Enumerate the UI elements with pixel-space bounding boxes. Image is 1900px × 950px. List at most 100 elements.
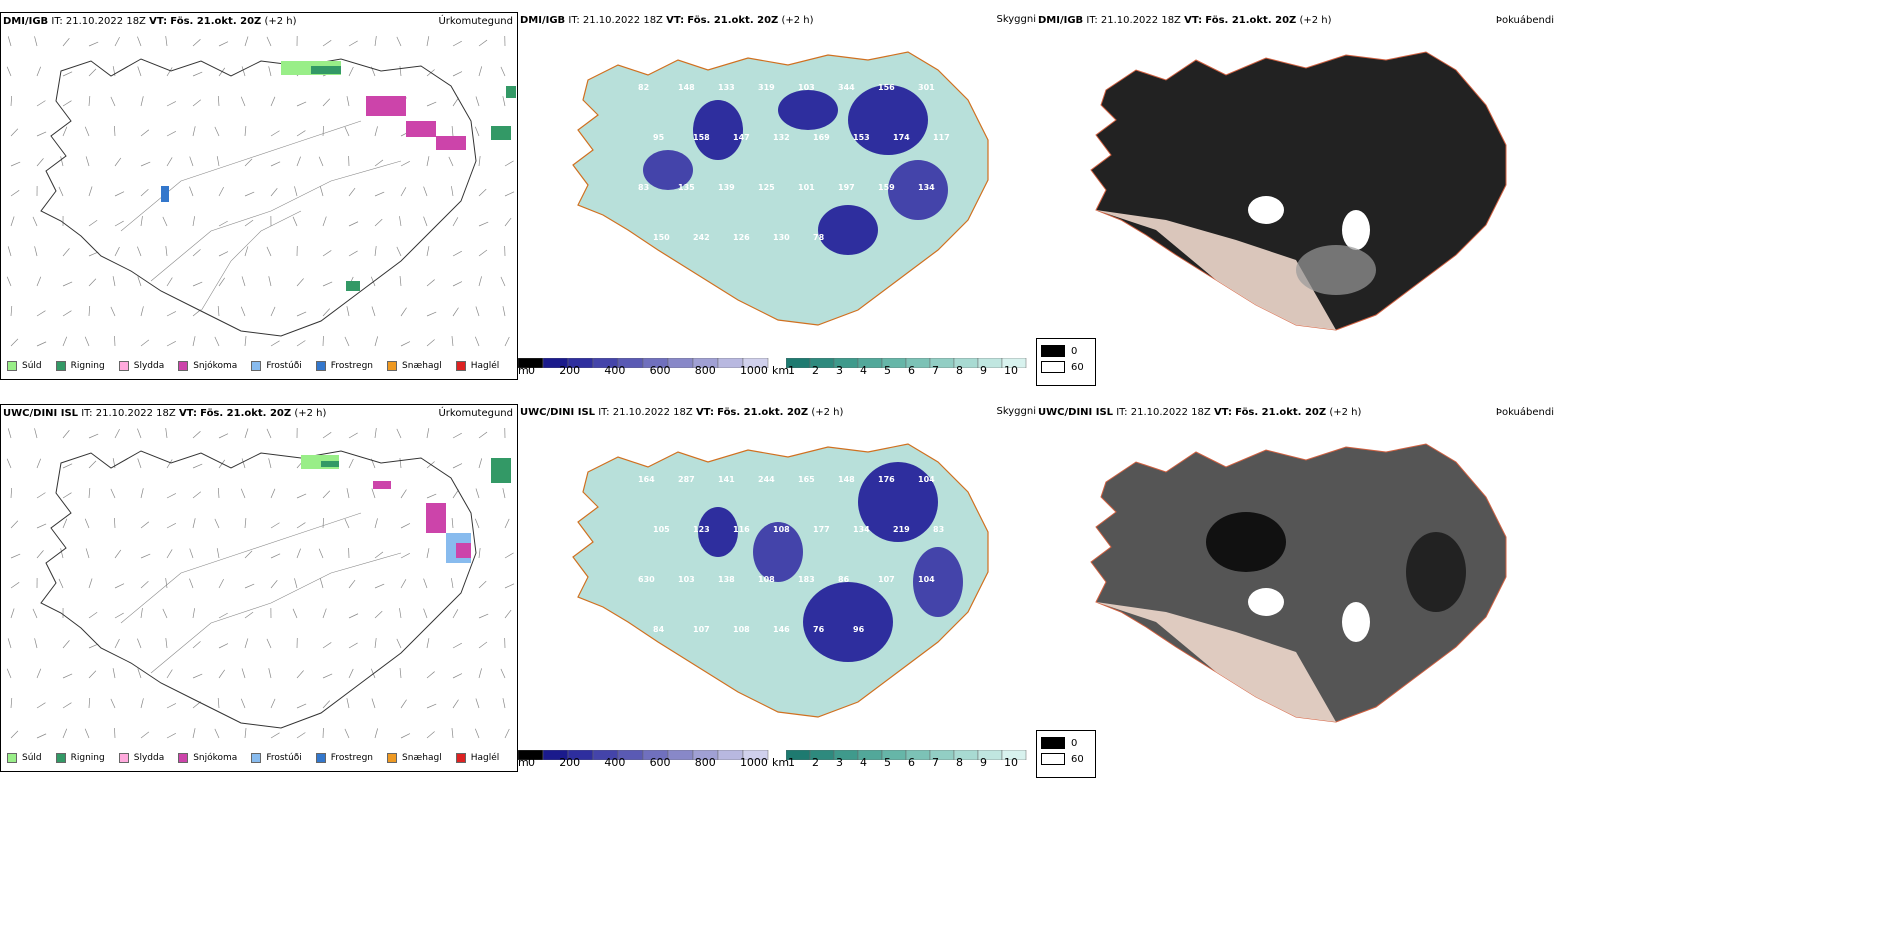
wind-barb	[214, 336, 220, 347]
wind-barb	[114, 612, 124, 619]
it-value: 21.10.2022 18Z	[65, 16, 146, 27]
wind-barb	[451, 518, 454, 529]
wind-barb	[192, 216, 196, 227]
wind-barb	[62, 702, 72, 709]
fog-panel-bottom: UWC/DINI ISL IT: 21.10.2022 18Z VT: Fös.…	[1036, 404, 1556, 778]
model-name: UWC/DINI ISL	[1038, 407, 1114, 418]
wind-barb	[322, 432, 332, 439]
wind-barb	[7, 246, 12, 257]
wind-barb	[34, 638, 38, 649]
cloud-base-label: 83	[933, 525, 944, 534]
wind-barb	[62, 38, 70, 47]
wind-barb	[36, 276, 42, 287]
wind-barb	[140, 96, 144, 107]
cloud-base-label: 158	[693, 133, 710, 142]
cloud-base-label: 153	[853, 133, 870, 142]
wind-barb	[137, 638, 142, 649]
wind-barb	[110, 96, 116, 107]
it-label: IT:	[1116, 407, 1128, 418]
wind-barb	[399, 458, 402, 469]
wind-barb	[10, 698, 13, 709]
wind-barb	[140, 731, 150, 739]
wind-barb	[452, 97, 459, 107]
cloud-base-label: 183	[798, 575, 815, 584]
wind-barb	[423, 578, 428, 589]
wind-barb	[192, 39, 201, 47]
precip-cells	[301, 455, 511, 563]
wind-barb	[296, 311, 307, 317]
wind-barb	[346, 488, 350, 499]
wind-barb	[166, 67, 173, 77]
cloud-base-label: 135	[678, 183, 695, 192]
cloud-base-label: 139	[718, 183, 735, 192]
lead-time: (+2 h)	[1299, 15, 1332, 26]
wind-barb	[478, 39, 488, 47]
wind-barb	[214, 728, 220, 739]
wind-barb	[399, 608, 402, 619]
wind-barb	[36, 550, 44, 559]
wind-barb	[296, 670, 304, 679]
wind-barb	[189, 578, 194, 589]
panel-title: Þokuábendi	[1495, 407, 1554, 418]
wind-barb	[165, 638, 168, 649]
fog-legend-row: 60	[1041, 753, 1091, 765]
visibility-panel-top: DMI/IGB IT: 21.10.2022 18Z VT: Fös. 21.o…	[518, 12, 1038, 380]
wind-barb	[344, 728, 350, 739]
wind-barb	[10, 730, 19, 739]
cloud-base-label: 301	[918, 83, 935, 92]
wind-barb	[400, 489, 407, 499]
wind-barb	[374, 610, 383, 619]
legend-item: Frostregn	[315, 753, 373, 763]
visibility-map-top: 82 148 133 319 103 344 156 301 95 158 147 132 169 153…	[572, 51, 989, 326]
wind-barb	[85, 156, 90, 167]
wind-barb	[192, 99, 202, 107]
wind-barb	[36, 158, 44, 167]
wind-barb	[10, 161, 21, 167]
wind-barb	[114, 583, 125, 589]
wind-barb	[452, 307, 459, 317]
cloud-base-label: 103	[678, 575, 695, 584]
wind-barb	[475, 306, 480, 317]
wind-barb	[374, 728, 379, 739]
wind-barb	[478, 66, 483, 77]
wind-barb	[451, 578, 454, 589]
lead-time: (+2 h)	[294, 408, 327, 419]
legend-item: Snæhagl	[387, 753, 442, 763]
panel-title: Úrkomutegund	[438, 408, 513, 419]
wind-barb	[426, 246, 430, 257]
wind-barb	[268, 668, 272, 679]
wind-barb	[218, 643, 229, 649]
wind-barb	[348, 458, 354, 469]
wind-barb	[374, 126, 378, 137]
wind-barb	[62, 281, 73, 287]
cloud-base-label: 176	[878, 475, 895, 484]
wind-barb	[217, 698, 220, 709]
wind-barb	[114, 428, 120, 439]
cloud-base-label: 78	[813, 233, 825, 242]
ceiling-label-layer: 164 287 141 244 165 148 176 104 105 123 116 108 177 1…	[638, 475, 944, 634]
wind-barb	[166, 157, 173, 167]
wind-barb	[423, 608, 428, 619]
wind-barb	[88, 219, 98, 227]
wind-barb	[140, 339, 150, 347]
vt-label: VT:	[1184, 15, 1203, 26]
wind-barb	[504, 583, 515, 589]
legend-item: Snæhagl	[387, 361, 442, 371]
wind-barb	[322, 125, 324, 137]
wind-barb	[218, 612, 228, 619]
wind-barb	[374, 191, 385, 197]
wind-barb	[451, 728, 454, 739]
wind-barb	[192, 491, 202, 499]
wind-barb	[192, 608, 196, 619]
wind-barb	[88, 68, 97, 77]
legend-swatch	[7, 753, 17, 763]
wind-barb	[322, 642, 332, 649]
wind-barb	[322, 250, 332, 257]
fog-map-top	[1036, 30, 1556, 360]
wind-barb	[400, 699, 407, 709]
wind-barb	[189, 156, 194, 167]
wind-barb	[296, 340, 306, 347]
wind-barb	[218, 433, 229, 439]
wind-barb	[452, 71, 463, 77]
cloud-base-label: 138	[718, 575, 735, 584]
